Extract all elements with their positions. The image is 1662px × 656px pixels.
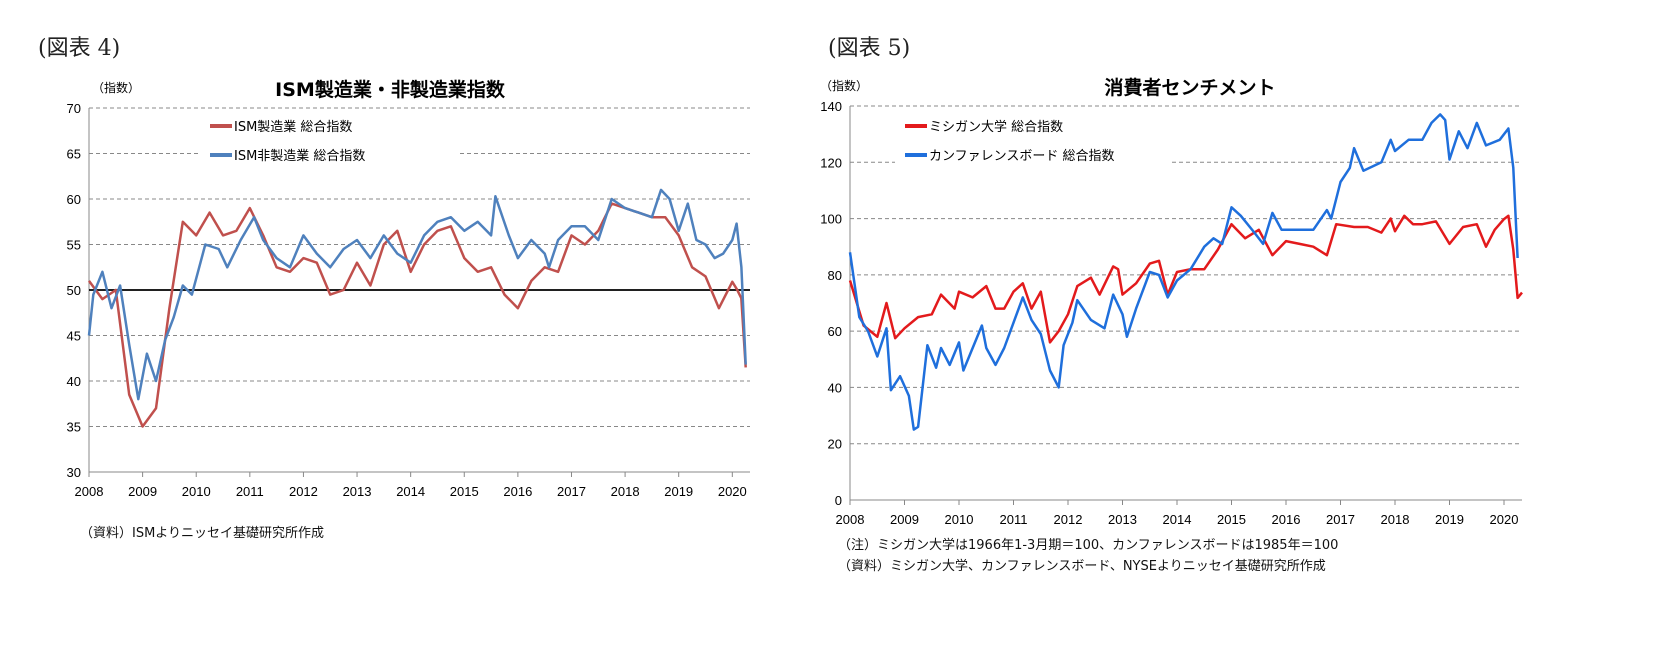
y-tick-label: 120 xyxy=(820,155,842,170)
consumer-sentiment-chart: 消費者センチメント （指数） 0 20 40 60 80 100 120 140 2008 2009 2… xyxy=(820,76,1523,527)
x-tick-label: 2018 xyxy=(1381,512,1410,527)
y-axis-unit-label: （指数） xyxy=(92,80,140,95)
y-tick-label: 55 xyxy=(67,238,81,253)
x-tick-label: 2019 xyxy=(664,484,693,499)
x-tick-label: 2017 xyxy=(1326,512,1355,527)
y-tick-label: 50 xyxy=(67,283,81,298)
x-tick-label: 2020 xyxy=(1490,512,1519,527)
legend-label-0: ISM製造業 総合指数 xyxy=(234,119,352,135)
y-tick-label: 140 xyxy=(820,99,842,114)
y-tick-label: 40 xyxy=(67,374,81,389)
series-line-0 xyxy=(87,202,747,428)
y-tick-label: 20 xyxy=(828,437,842,452)
x-tick-label: 2019 xyxy=(1435,512,1464,527)
x-tick-label: 2015 xyxy=(1217,512,1246,527)
x-tick-label: 2010 xyxy=(182,484,211,499)
x-tick-label: 2012 xyxy=(1054,512,1083,527)
y-tick-label: 40 xyxy=(828,380,842,395)
y-tick-label: 35 xyxy=(67,420,81,435)
x-tick-label: 2010 xyxy=(945,512,974,527)
series-line-1 xyxy=(87,188,747,401)
series-line-0 xyxy=(848,214,1523,344)
figure-label-4: (図表 4) xyxy=(38,36,121,61)
x-tick-label: 2008 xyxy=(836,512,865,527)
figure-label-5: (図表 5) xyxy=(828,36,911,61)
chart-title: 消費者センチメント xyxy=(1104,76,1275,99)
x-tick-label: 2009 xyxy=(128,484,157,499)
y-tick-label: 60 xyxy=(67,192,81,207)
chart-title: ISM製造業・非製造業指数 xyxy=(275,78,506,101)
x-tick-label: 2018 xyxy=(611,484,640,499)
legend-label-1: ISM非製造業 総合指数 xyxy=(234,148,365,164)
source-note-5: （資料）ミシガン大学、カンファレンスボード、NYSEよりニッセイ基礎研究所作成 xyxy=(838,559,1326,574)
y-tick-label: 30 xyxy=(67,465,81,480)
y-tick-label: 60 xyxy=(828,324,842,339)
x-tick-label: 2009 xyxy=(890,512,919,527)
x-tick-label: 2016 xyxy=(1272,512,1301,527)
y-tick-label: 0 xyxy=(835,493,842,508)
x-tick-label: 2011 xyxy=(236,484,264,499)
legend-background xyxy=(895,113,1170,179)
x-tick-label: 2014 xyxy=(1163,512,1192,527)
ism-chart: ISM製造業・非製造業指数 （指数） 30 35 40 45 50 55 60 65 70 2008 2… xyxy=(67,78,750,499)
x-tick-label: 2008 xyxy=(75,484,104,499)
legend-label-1: カンファレンスボード 総合指数 xyxy=(929,149,1114,164)
legend-background xyxy=(200,113,460,179)
source-note-4: （資料）ISMよりニッセイ基礎研究所作成 xyxy=(80,526,325,541)
legend-label-0: ミシガン大学 総合指数 xyxy=(929,119,1063,135)
x-tick-label: 2014 xyxy=(396,484,425,499)
x-tick-label: 2013 xyxy=(343,484,372,499)
series-line-1 xyxy=(848,113,1519,431)
x-tick-label: 2011 xyxy=(1000,512,1028,527)
x-tick-label: 2016 xyxy=(503,484,532,499)
x-tick-label: 2020 xyxy=(718,484,747,499)
y-tick-label: 100 xyxy=(820,212,842,227)
y-tick-label: 45 xyxy=(67,329,81,344)
y-tick-label: 80 xyxy=(828,268,842,283)
footnote-5: （注）ミシガン大学は1966年1-3月期＝100、カンファレンスボードは1985… xyxy=(838,538,1339,553)
y-tick-label: 70 xyxy=(67,101,81,116)
x-tick-label: 2015 xyxy=(450,484,479,499)
x-tick-label: 2013 xyxy=(1108,512,1137,527)
y-tick-label: 65 xyxy=(67,147,81,162)
x-tick-label: 2017 xyxy=(557,484,586,499)
x-tick-label: 2012 xyxy=(289,484,318,499)
y-axis-unit-label: （指数） xyxy=(820,78,868,93)
